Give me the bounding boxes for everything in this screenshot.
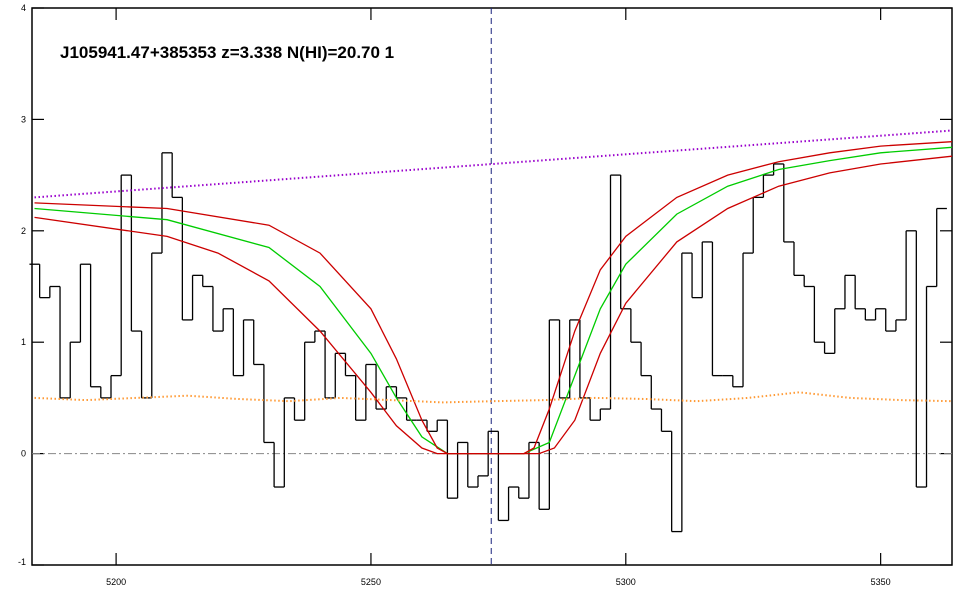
y-tick-label: 1: [21, 337, 26, 347]
x-tick-label: 5350: [871, 577, 891, 587]
x-tick-label: 5300: [616, 577, 636, 587]
y-tick-label: 3: [21, 114, 26, 124]
y-tick-label: 0: [21, 449, 26, 459]
x-tick-label: 5200: [106, 577, 126, 587]
model-curve: [34, 155, 953, 455]
x-tick-label: 5250: [361, 577, 381, 587]
y-tick-label: 4: [21, 3, 26, 13]
dotted-curve: [34, 129, 953, 199]
model-curve: [34, 146, 953, 455]
y-tick-label: 2: [21, 226, 26, 236]
y-tick-label: -1: [18, 557, 26, 567]
chart-title: J105941.47+385353 z=3.338 N(HI)=20.70 1: [60, 43, 394, 62]
plot-frame: [31, 7, 953, 566]
model-curve: [34, 141, 953, 455]
dotted-curve: [34, 391, 953, 404]
